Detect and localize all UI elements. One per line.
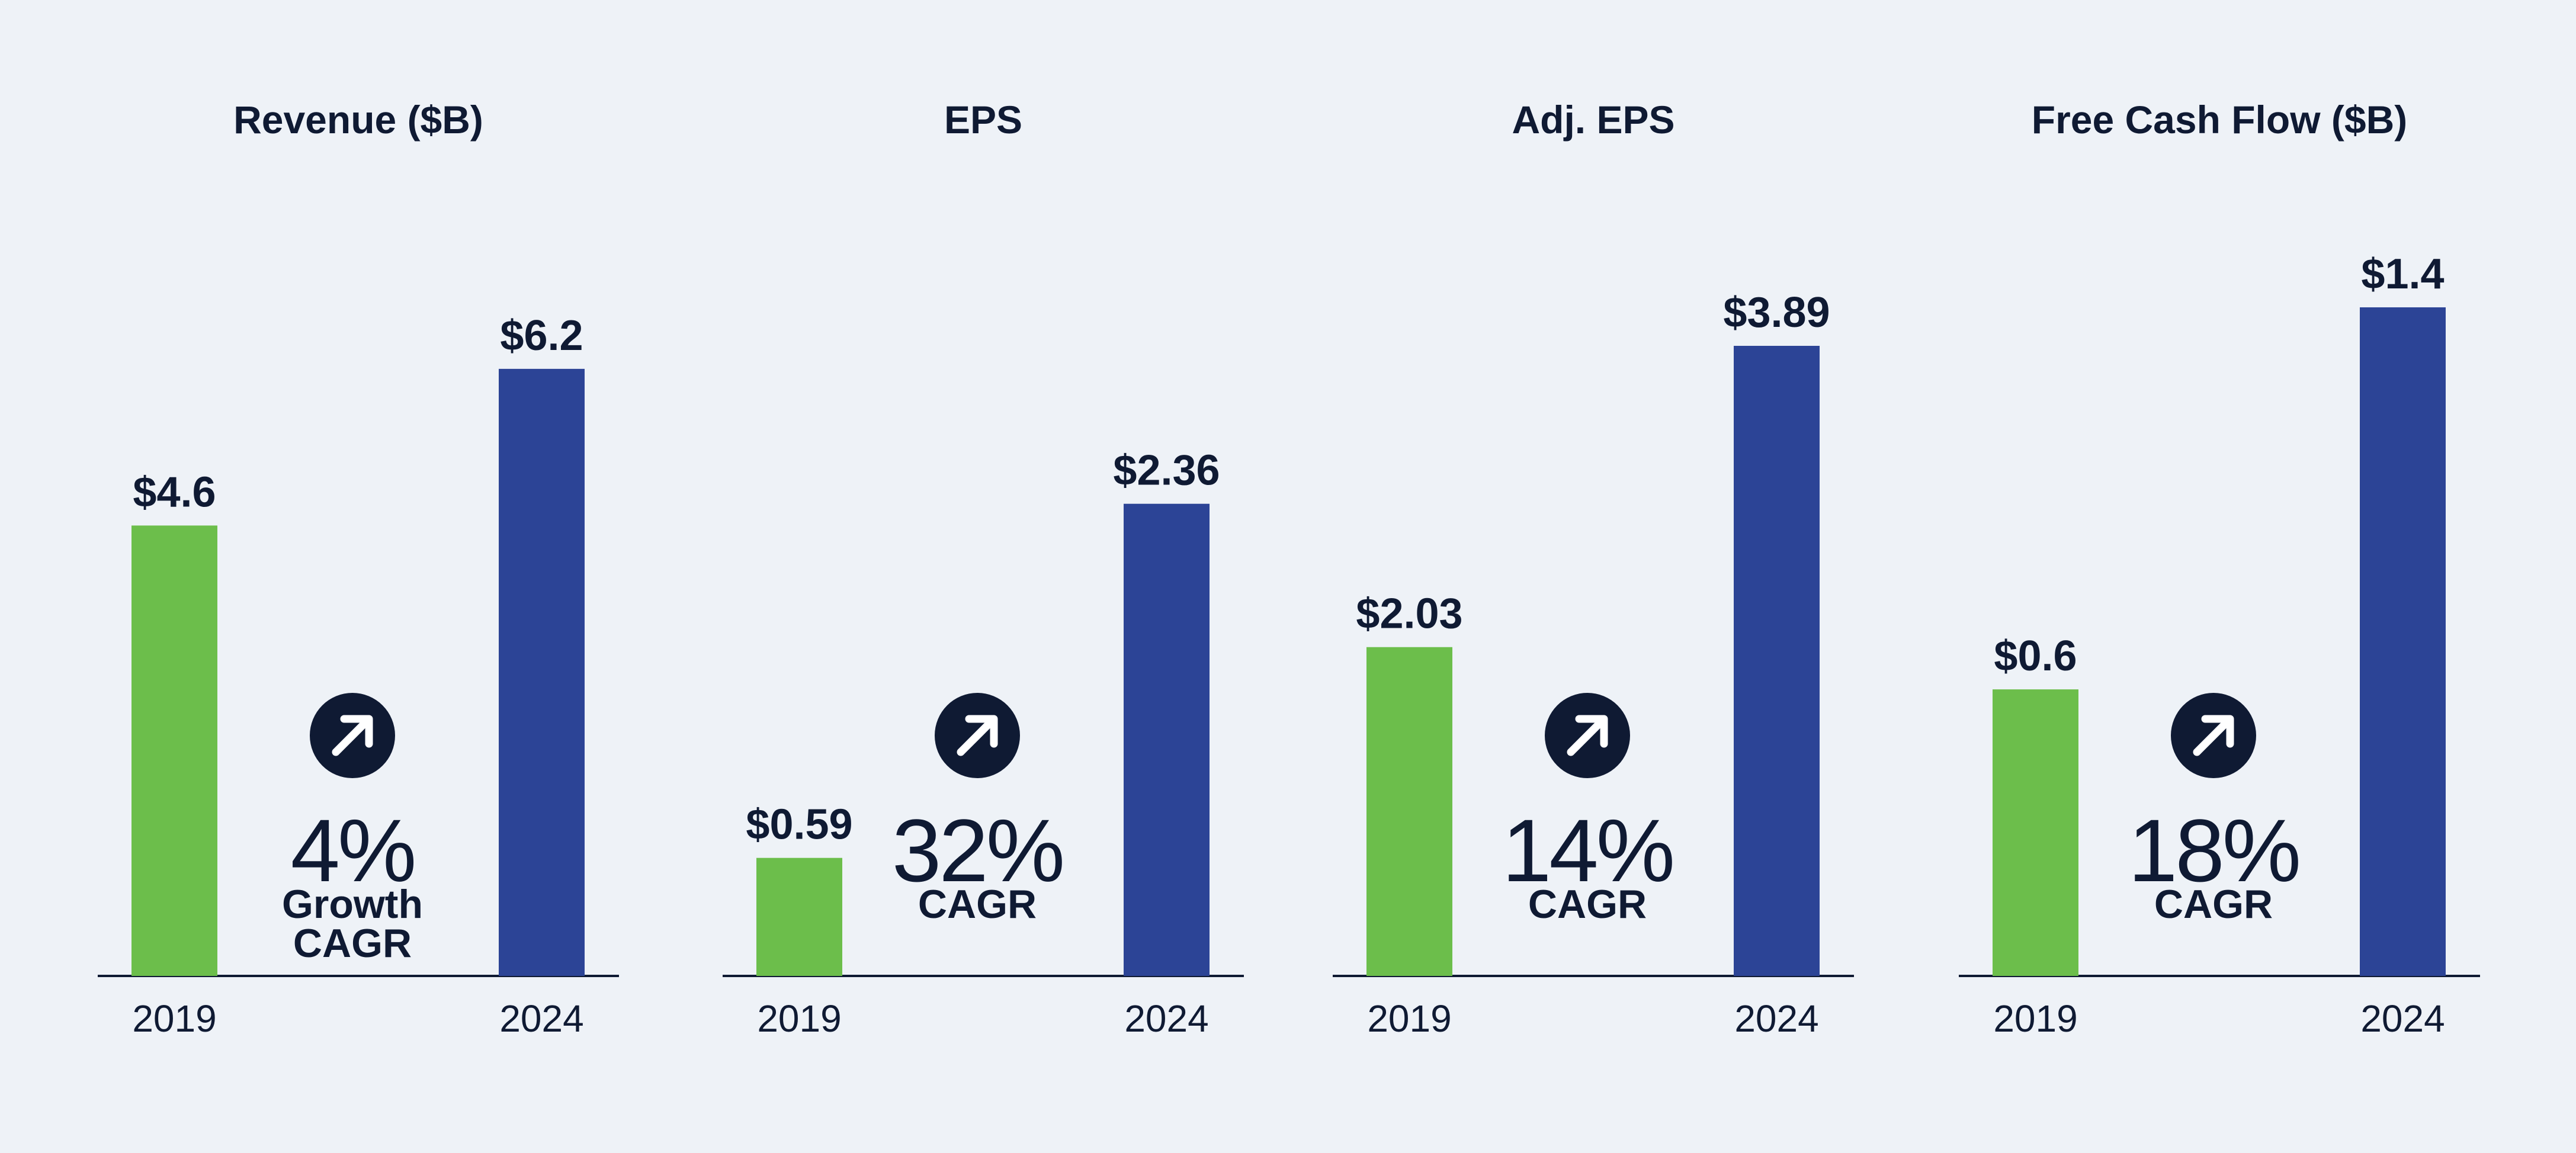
arrow-head xyxy=(965,715,998,748)
bar-value-label: $0.6 xyxy=(1994,632,2077,680)
x-tick-label: 2024 xyxy=(2360,997,2445,1040)
arrow-shaft xyxy=(332,716,372,756)
bar-2019 xyxy=(1993,689,2078,976)
arrow-head xyxy=(2201,715,2234,748)
cagr-badge xyxy=(2171,693,2256,778)
chart-panel-4: Free Cash Flow ($B) $0.6 2019 $1.4 2024 18%CA… xyxy=(1959,98,2480,1040)
bar-2024 xyxy=(499,368,585,977)
cagr-label: CAGR xyxy=(918,882,1037,927)
arrow-up-right-icon xyxy=(1567,715,1608,756)
bar-value-label: $6.2 xyxy=(500,312,583,359)
chart-panel-2: EPS $0.59 2019 $2.36 2024 32%CAGR xyxy=(723,98,1244,1040)
chart-title: Adj. EPS xyxy=(1512,98,1674,142)
chart-panel-3: Adj. EPS $2.03 2019 $3.89 2024 14%CAGR xyxy=(1333,98,1854,1040)
arrow-up-right-icon xyxy=(2193,715,2234,756)
x-tick-label: 2019 xyxy=(1367,997,1451,1040)
bar-value-label: $3.89 xyxy=(1723,289,1830,336)
bar-2024 xyxy=(2360,307,2446,976)
bar-2024 xyxy=(1734,345,1820,976)
x-tick-label: 2019 xyxy=(132,997,216,1040)
bar-value-label: $2.36 xyxy=(1113,447,1220,494)
chart-title: Revenue ($B) xyxy=(233,98,483,142)
bar-value-label: $4.6 xyxy=(133,468,216,516)
bar-2019 xyxy=(131,525,217,976)
bar-2019 xyxy=(756,857,842,976)
x-tick-label: 2024 xyxy=(499,997,583,1040)
cagr-percent: 18% xyxy=(2128,801,2299,900)
cagr-label: CAGR xyxy=(293,921,412,966)
arrow-shaft xyxy=(957,716,997,756)
x-tick-label: 2024 xyxy=(1124,997,1208,1040)
cagr-badge xyxy=(935,693,1020,778)
arrow-shaft xyxy=(2193,716,2233,756)
cagr-percent: 14% xyxy=(1502,801,1673,900)
cagr-label: Growth xyxy=(282,882,423,927)
cagr-badge xyxy=(310,693,395,778)
chart-title: EPS xyxy=(944,98,1022,142)
x-tick-label: 2019 xyxy=(1993,997,2077,1040)
cagr-percent: 32% xyxy=(892,801,1063,900)
x-tick-label: 2024 xyxy=(1734,997,1818,1040)
arrow-shaft xyxy=(1567,716,1607,756)
bar-value-label: $1.4 xyxy=(2361,250,2444,298)
cagr-badge xyxy=(1545,693,1630,778)
cagr-label: CAGR xyxy=(2154,882,2273,927)
cagr-label: CAGR xyxy=(1528,882,1647,927)
cagr-percent: 4% xyxy=(291,801,415,900)
bar-value-label: $2.03 xyxy=(1356,590,1462,638)
x-tick-label: 2019 xyxy=(757,997,841,1040)
arrow-head xyxy=(340,715,373,748)
arrow-up-right-icon xyxy=(957,715,998,756)
bar-2019 xyxy=(1366,647,1452,976)
bar-2024 xyxy=(1124,503,1210,976)
bar-value-label: $0.59 xyxy=(746,801,852,849)
arrow-up-right-icon xyxy=(332,715,373,756)
chart-title: Free Cash Flow ($B) xyxy=(2032,98,2407,142)
arrow-head xyxy=(1575,715,1608,748)
